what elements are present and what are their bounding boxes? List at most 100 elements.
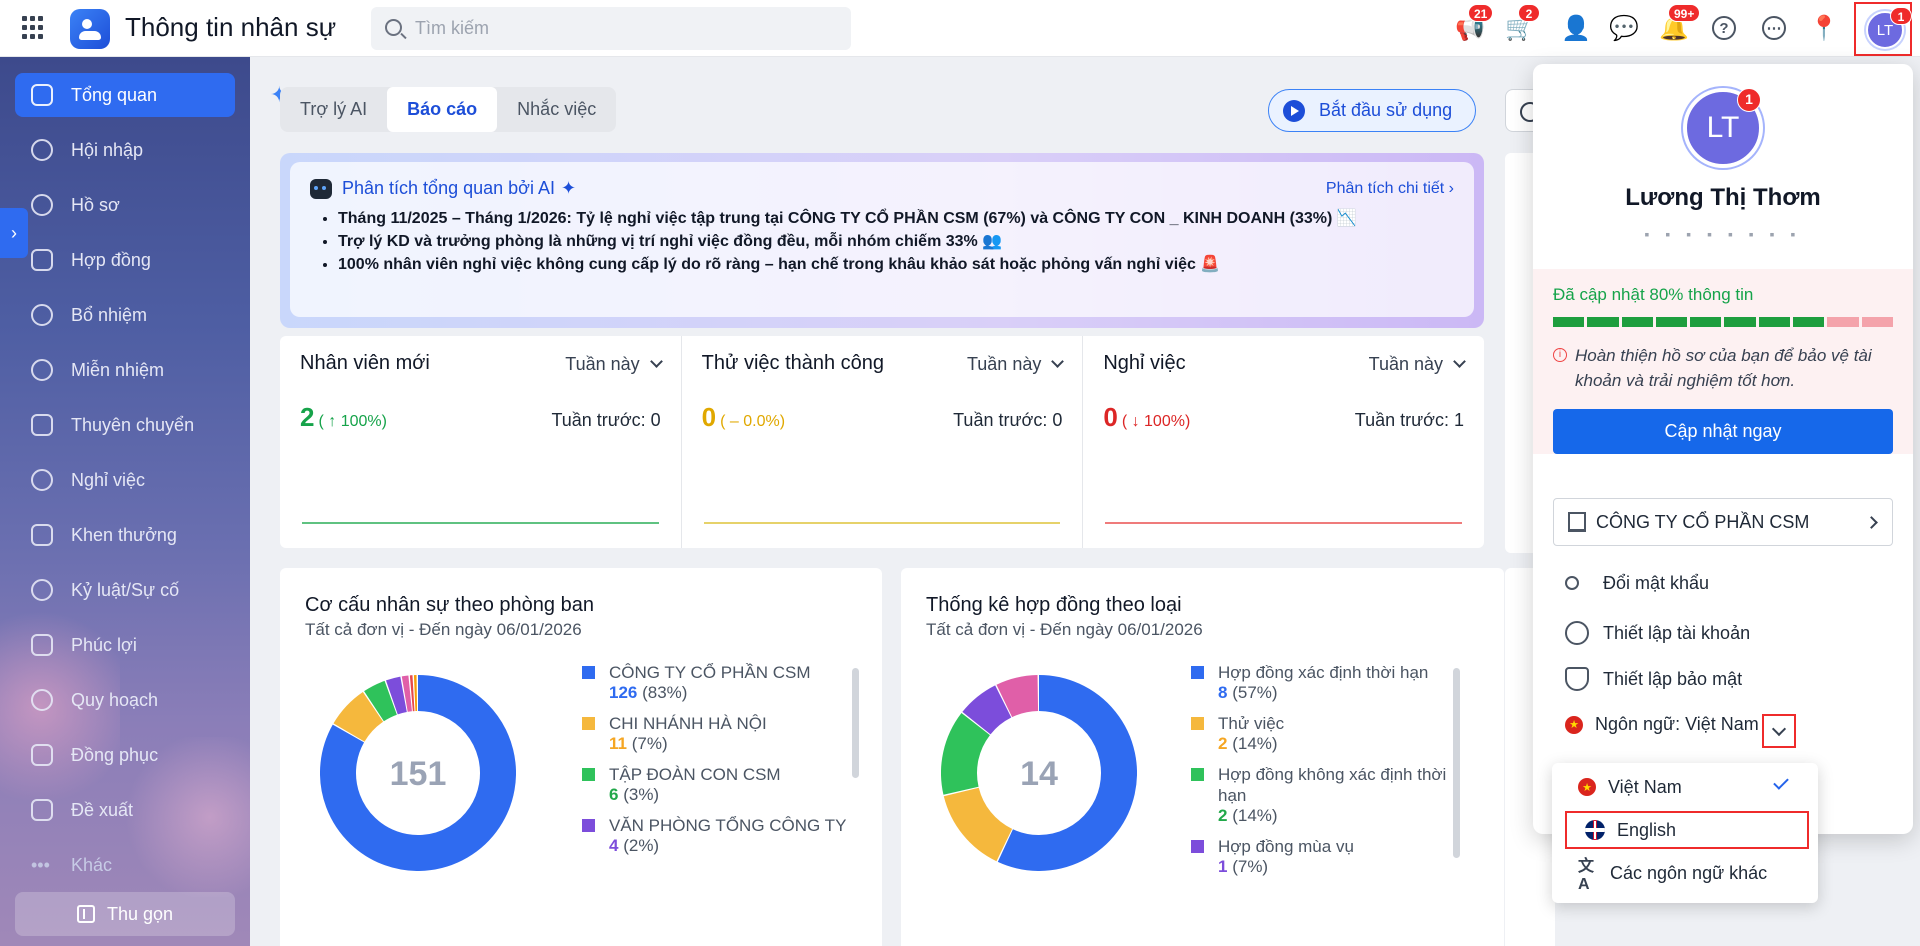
sidebar-item-bo-nhiem[interactable]: Bổ nhiệm <box>15 293 235 337</box>
sidebar-item-quy-hoach[interactable]: Quy hoạch <box>15 678 235 722</box>
language-option-other[interactable]: 文A Các ngôn ngữ khác <box>1560 854 1810 893</box>
sidebar-item-mien-nhiem[interactable]: Miễn nhiệm <box>15 348 235 392</box>
language-dropdown: ★ Việt Nam English 文A Các ngôn ngữ khác <box>1552 763 1818 903</box>
period-select[interactable]: Tuần này <box>565 354 660 375</box>
donut-slice[interactable] <box>943 786 1013 862</box>
sidebar-item-hoi-nhap[interactable]: Hội nhập <box>15 128 235 172</box>
user-circle-icon <box>1565 621 1589 645</box>
donut-slice[interactable] <box>401 675 413 712</box>
chat-icon[interactable]: 💬 <box>1609 14 1639 42</box>
search-icon <box>385 19 402 36</box>
donut-slice[interactable] <box>333 691 384 743</box>
donut-slice[interactable] <box>320 675 516 871</box>
period-select[interactable]: Tuần này <box>967 354 1062 375</box>
bell-icon[interactable]: 🔔 99+ <box>1658 4 1701 44</box>
more-dots-icon: ••• <box>31 855 50 875</box>
donut-slice[interactable] <box>385 676 408 715</box>
sidebar-item-nghi-viec[interactable]: Nghỉ việc <box>15 458 235 502</box>
update-now-button[interactable]: Cập nhật ngay <box>1553 409 1893 454</box>
profile-badge: 1 <box>1737 88 1761 112</box>
legend-item[interactable]: TẬP ĐOÀN CON CSM 6 (3%) <box>582 764 852 805</box>
legend-scrollbar[interactable] <box>1453 668 1460 858</box>
collapse-sidebar-button[interactable]: Thu gọn <box>15 892 235 936</box>
account-settings-item[interactable]: Thiết lập tài khoản <box>1565 617 1750 649</box>
sidebar-item-khen-thuong[interactable]: Khen thưởng <box>15 513 235 557</box>
cart-icon[interactable]: 🛒 2 <box>1504 4 1540 44</box>
sidebar-item-phuc-loi[interactable]: Phúc lợi <box>15 623 235 667</box>
donut-slice[interactable] <box>962 685 1012 735</box>
key-icon <box>1565 576 1579 590</box>
sidebar-item-khac[interactable]: ••• Khác <box>31 854 113 876</box>
donut-slice[interactable] <box>941 713 991 795</box>
contract-type-card: Thống kê hợp đồng theo loại Tất cả đơn v… <box>901 568 1504 946</box>
donut-slice[interactable] <box>997 675 1137 871</box>
legend-item[interactable]: Hợp đồng xác định thời hạn 8 (57%) <box>1191 662 1461 703</box>
period-select[interactable]: Tuần này <box>1369 354 1464 375</box>
company-selector[interactable]: CÔNG TY CỔ PHẦN CSM <box>1553 498 1893 546</box>
proposal-icon <box>31 799 53 821</box>
legend-item[interactable]: VĂN PHÒNG TỔNG CÔNG TY 4 (2%) <box>582 815 852 856</box>
ai-analysis-title: Phân tích tổng quan bởi AI <box>342 178 555 198</box>
progress-segment <box>1621 317 1653 327</box>
search-box <box>371 7 851 50</box>
appoint-icon <box>31 304 53 326</box>
more-icon[interactable]: ⋯ <box>1758 12 1790 44</box>
donut-slice[interactable] <box>996 675 1039 718</box>
sidebar-item-ho-so[interactable]: Hồ sơ <box>15 183 235 227</box>
completion-hint: i Hoàn thiện hồ sơ của bạn để bảo vệ tài … <box>1553 343 1893 393</box>
legend-scrollbar[interactable] <box>852 668 859 778</box>
chart-title: Cơ cấu nhân sự theo phòng ban <box>305 594 594 616</box>
tab-tro-ly-ai[interactable]: Trợ lý AI <box>300 99 368 119</box>
legend-item[interactable]: CÔNG TY CỔ PHẦN CSM 126 (83%) <box>582 662 852 703</box>
sidebar-item-ky-luat[interactable]: Kỷ luật/Sự cố <box>15 568 235 612</box>
kpi-row: Nhân viên mới Tuần này 2( ↑ 100%) Tuần t… <box>280 336 1484 548</box>
legend-item[interactable]: CHI NHÁNH HÀ NỘI 11 (7%) <box>582 713 852 754</box>
apps-grid-icon[interactable] <box>22 16 46 40</box>
profile-panel: LT 1 Lương Thị Thơm ▪ ▪ ▪ ▪ ▪ ▪ ▪ ▪ Đã c… <box>1533 64 1913 834</box>
tab-nhac-viec[interactable]: Nhắc việc <box>517 99 597 119</box>
progress-segment <box>1724 317 1756 327</box>
sidebar-item-tong-quan[interactable]: Tổng quan <box>15 73 235 117</box>
kpi-new-employees: Nhân viên mới Tuần này 2( ↑ 100%) Tuần t… <box>280 336 682 548</box>
legend-swatch <box>582 666 595 679</box>
sparkle-icon: ✦ <box>560 178 577 198</box>
ai-analysis-panel: Phân tích tổng quan bởi AI ✦ Phân tích c… <box>280 153 1484 328</box>
kpi-title: Nghỉ việc <box>1103 352 1186 374</box>
contract-donut-chart: 14 <box>941 675 1137 871</box>
donut-slice[interactable] <box>364 680 398 722</box>
chart-title: Thống kê hợp đồng theo loại <box>926 594 1182 616</box>
donut-total: 14 <box>1020 755 1058 793</box>
language-option-vietnam[interactable]: ★ Việt Nam <box>1560 768 1810 806</box>
start-using-button[interactable]: Bắt đầu sử dụng <box>1268 89 1476 132</box>
cart-badge: 2 <box>1518 4 1540 22</box>
sidebar-item-thuyen-chuyen[interactable]: Thuyên chuyển <box>15 403 235 447</box>
profile-avatar[interactable]: LT 1 <box>1683 88 1763 168</box>
language-option-english[interactable]: English <box>1565 811 1809 849</box>
language-dropdown-toggle[interactable] <box>1762 714 1796 748</box>
sidebar-item-dong-phuc[interactable]: Đồng phục <box>15 733 235 777</box>
sidebar-item-de-xuat[interactable]: Đề xuất <box>15 788 235 832</box>
chevron-right-icon <box>1865 515 1878 529</box>
security-settings-item[interactable]: Thiết lập bảo mật <box>1565 663 1742 695</box>
location-icon[interactable]: 📍 <box>1809 14 1839 42</box>
ai-bullet: 100% nhân viên nghỉ việc không cung cấp … <box>338 253 1454 276</box>
avatar-button[interactable]: LT 1 <box>1854 2 1912 56</box>
legend-item[interactable]: Hợp đồng mùa vụ 1 (7%) <box>1191 836 1461 877</box>
legend-item[interactable]: Hợp đồng không xác định thời hạn 2 (14%) <box>1191 764 1461 826</box>
avatar[interactable]: LT 1 <box>1866 7 1912 49</box>
megaphone-icon[interactable]: 📢 21 <box>1454 4 1494 44</box>
help-icon[interactable]: ? <box>1708 12 1740 44</box>
progress-segment <box>1861 317 1893 327</box>
home-icon <box>31 84 53 106</box>
profile-completion-box: Đã cập nhật 80% thông tin i Hoàn thiện hồ… <box>1533 269 1913 454</box>
profile-masked-id: ▪ ▪ ▪ ▪ ▪ ▪ ▪ ▪ <box>1644 226 1802 242</box>
change-password-item[interactable]: Đổi mật khẩu <box>1565 567 1709 599</box>
sidebar-item-hop-dong[interactable]: Hợp đồng <box>15 238 235 282</box>
search-input[interactable] <box>415 15 835 42</box>
sidebar-expand-toggle[interactable]: › <box>0 208 28 258</box>
legend-item[interactable]: Thử việc 2 (14%) <box>1191 713 1461 754</box>
language-selector[interactable]: ★ Ngôn ngữ: Việt Nam <box>1565 714 1759 735</box>
add-user-icon[interactable]: 👤 <box>1561 14 1591 42</box>
tab-bao-cao[interactable]: Báo cáo <box>387 87 498 132</box>
detail-analysis-link[interactable]: Phân tích chi tiết › <box>1325 179 1454 197</box>
